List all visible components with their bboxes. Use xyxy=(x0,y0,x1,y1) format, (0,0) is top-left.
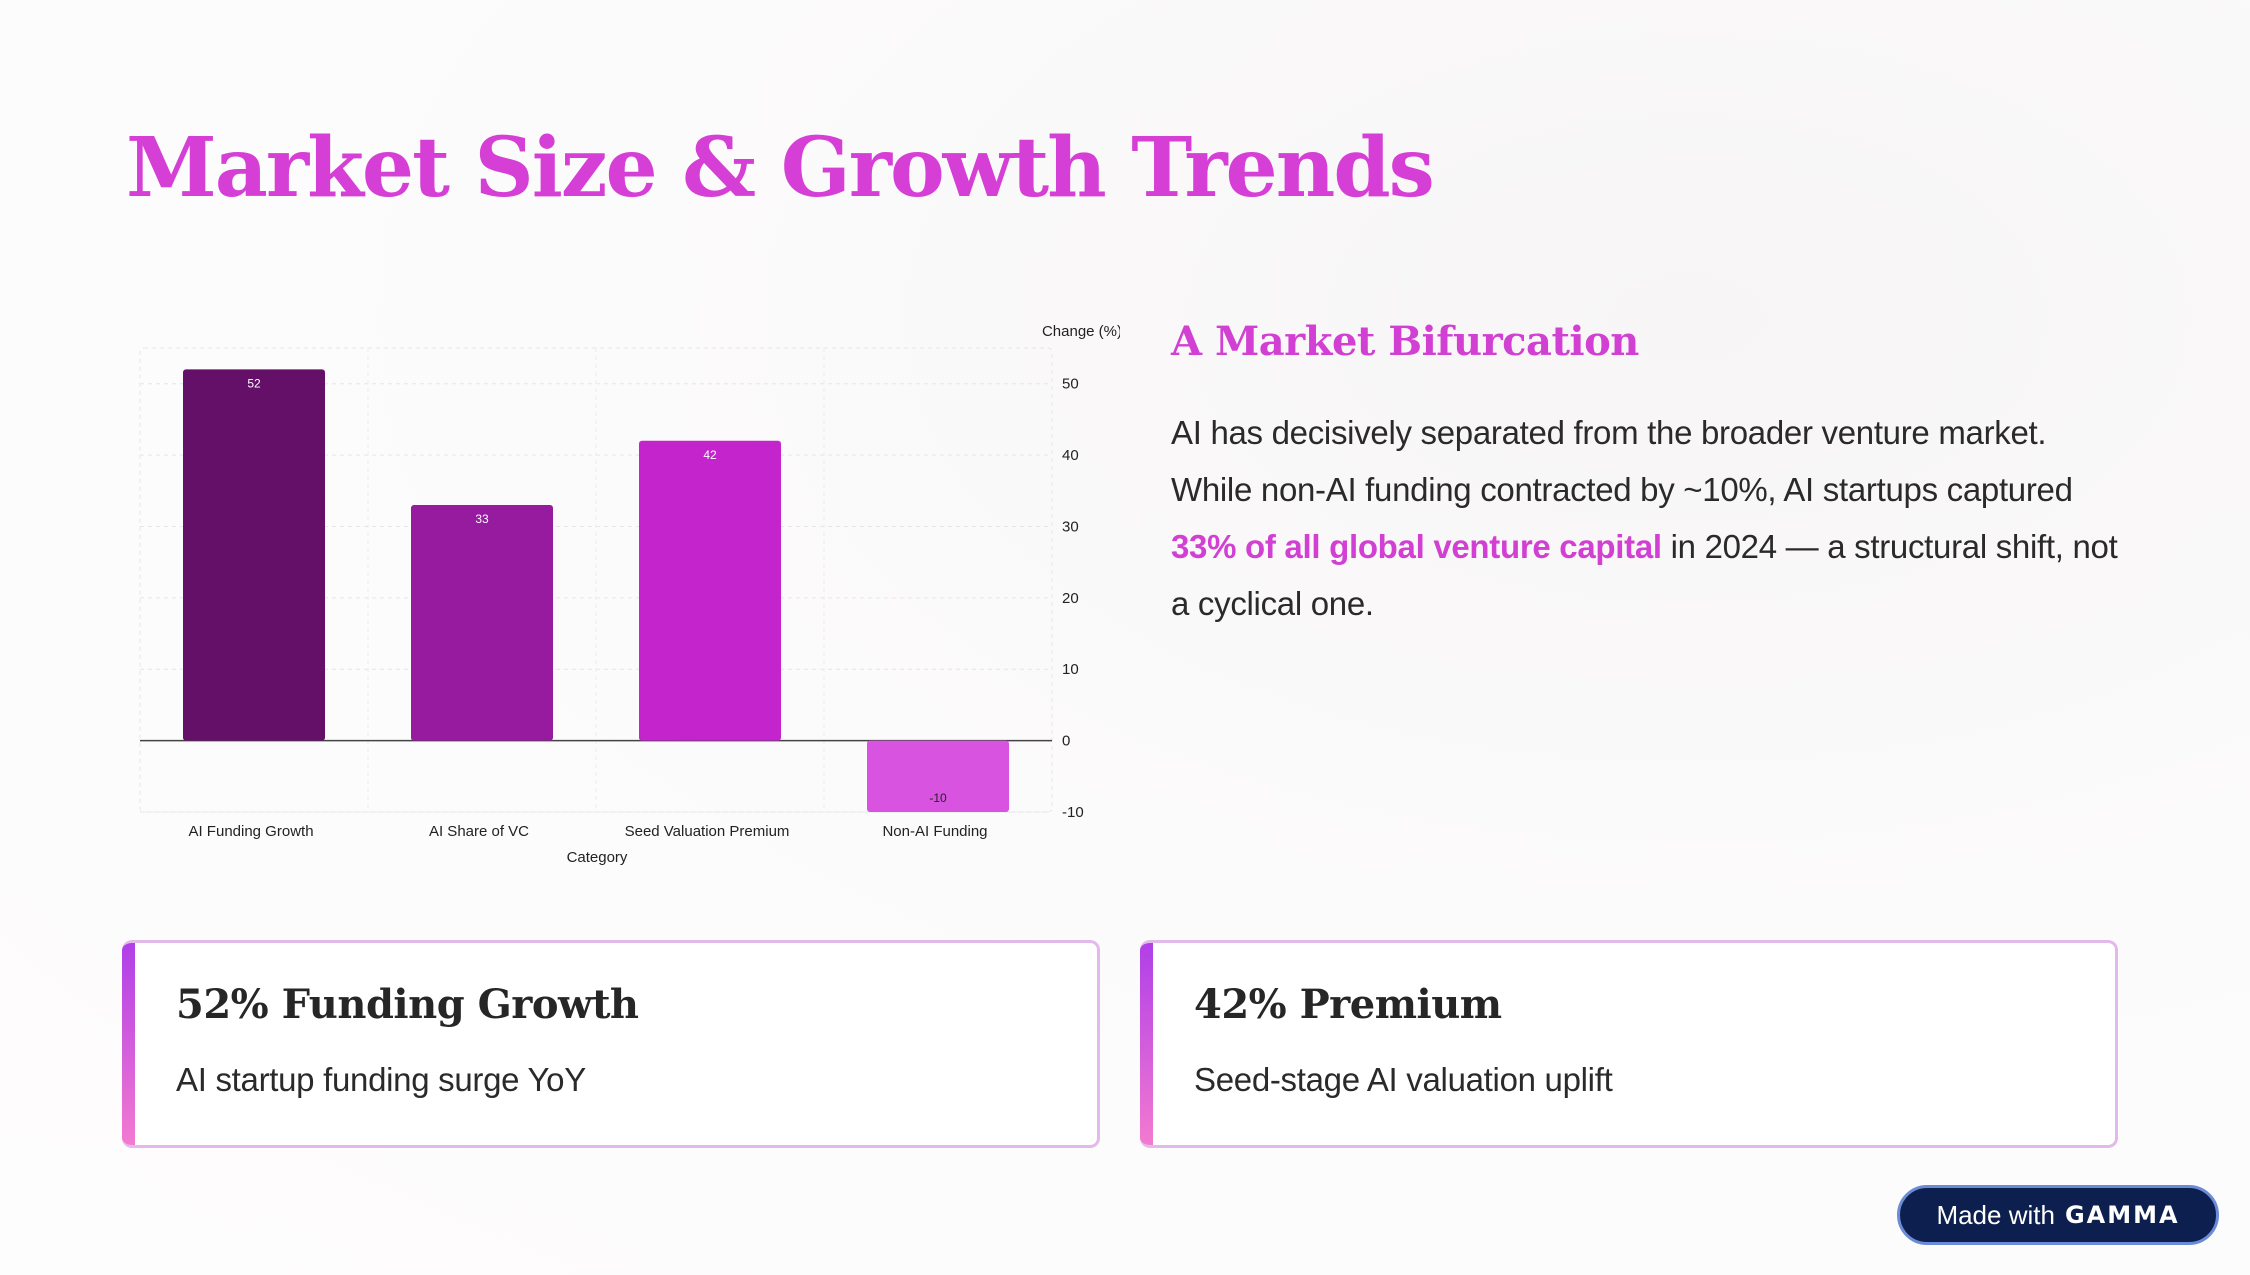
bar xyxy=(411,505,553,741)
x-tick-label: AI Share of VC xyxy=(429,823,529,840)
x-axis-label: Category xyxy=(567,849,628,866)
x-tick-label: Seed Valuation Premium xyxy=(625,823,790,840)
stat-card-premium: 42% Premium Seed-stage AI valuation upli… xyxy=(1140,940,2118,1148)
bar xyxy=(867,740,1009,812)
section-heading: A Market Bifurcation xyxy=(1171,318,1639,365)
bar-chart: 52 33 42 -10 -10 0 10 20 30 40 50 AI Funding Grow… xyxy=(139,323,1120,866)
chart-data-labels: 52 33 42 -10 xyxy=(247,376,947,805)
bar-value-label: 42 xyxy=(703,448,717,462)
y-tick-label: 10 xyxy=(1062,661,1079,678)
chart-x-ticks: AI Funding Growth AI Share of VC Seed Valu… xyxy=(188,823,987,840)
bar-value-label: -10 xyxy=(929,791,947,805)
y-axis-label: Change (%) xyxy=(1042,323,1120,340)
y-tick-label: 30 xyxy=(1062,518,1079,535)
body-highlight: 33% of all global venture capital xyxy=(1171,528,1662,565)
body-text-start: AI has decisively separated from the bro… xyxy=(1171,414,2073,508)
bar-value-label: 33 xyxy=(475,512,489,526)
y-tick-label: 40 xyxy=(1062,447,1079,464)
bar-value-label: 52 xyxy=(247,376,261,390)
y-tick-label: 20 xyxy=(1062,590,1079,607)
chart-y-ticks: -10 0 10 20 30 40 50 xyxy=(1062,376,1084,821)
bar xyxy=(639,440,781,741)
y-tick-label: -10 xyxy=(1062,804,1084,821)
stat-card-text: AI startup funding surge YoY xyxy=(176,1061,586,1098)
bar xyxy=(183,369,325,741)
stat-card-text: Seed-stage AI valuation uplift xyxy=(1194,1061,1613,1098)
stat-card-title: 42% Premium xyxy=(1194,981,1502,1028)
made-with-gamma-badge[interactable]: Made with GAMMA xyxy=(1897,1185,2219,1245)
page-title: Market Size & Growth Trends xyxy=(126,120,1435,216)
chart-bars xyxy=(183,369,1009,812)
stat-card-title: 52% Funding Growth xyxy=(176,981,639,1028)
y-tick-label: 50 xyxy=(1062,376,1079,393)
gamma-logo: GAMMA xyxy=(2064,1201,2180,1229)
stat-card-funding-growth: 52% Funding Growth AI startup funding su… xyxy=(122,940,1100,1148)
badge-prefix: Made with xyxy=(1936,1199,2055,1230)
x-tick-label: AI Funding Growth xyxy=(188,823,313,840)
body-text-end: in 2024 — a structural shift, not a cycl… xyxy=(1171,528,2118,622)
y-tick-label: 0 xyxy=(1062,733,1070,750)
section-body: AI has decisively separated from the bro… xyxy=(1171,404,2131,632)
x-tick-label: Non-AI Funding xyxy=(882,823,987,840)
